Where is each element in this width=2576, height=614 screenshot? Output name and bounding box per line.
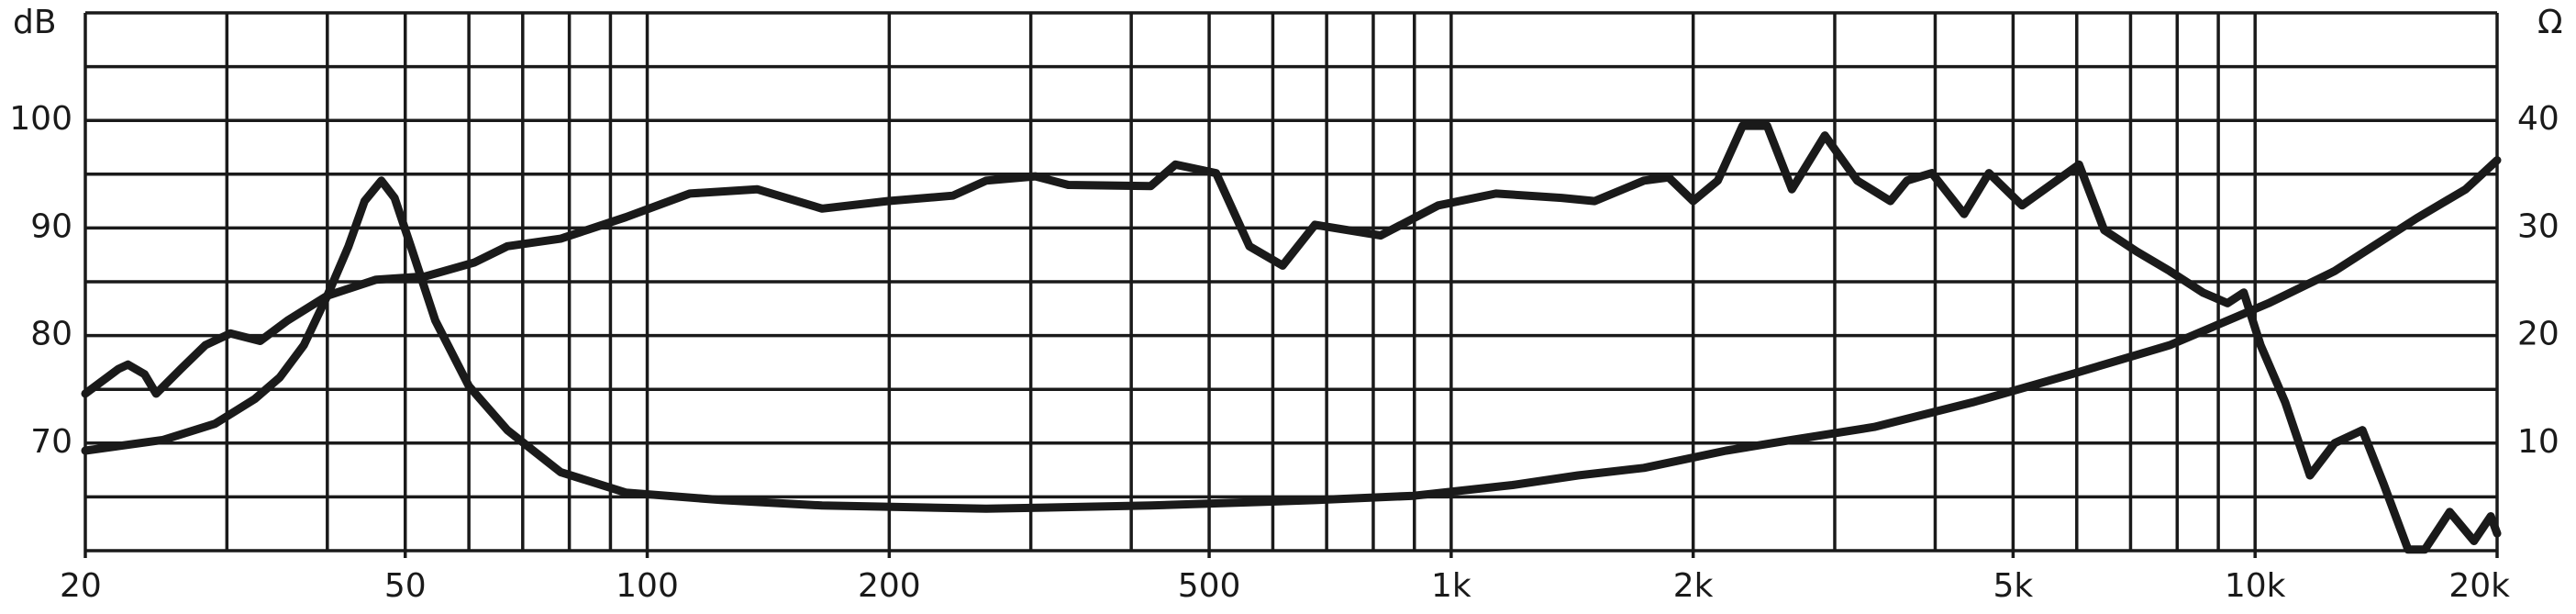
x-tick-label: 50 — [384, 567, 427, 605]
x-tick-label: 20 — [60, 567, 102, 605]
data-line — [81, 156, 2502, 513]
y2-tick-label: 40 — [2517, 100, 2559, 138]
x-tick-label: 1k — [1431, 567, 1471, 605]
y2-axis-label: Ω — [2537, 4, 2563, 41]
y-tick-label: 70 — [30, 423, 72, 461]
x-tick-label: 10k — [2225, 567, 2286, 605]
data-line — [81, 121, 2502, 554]
x-tick-label: 20k — [2448, 567, 2510, 605]
y-tick-label: 90 — [30, 207, 72, 245]
y-axis-label: dB — [13, 4, 57, 41]
y2-tick-label: 20 — [2517, 316, 2559, 353]
x-tick-label: 200 — [858, 567, 921, 605]
y-tick-label: 80 — [30, 316, 72, 353]
y-tick-label: 100 — [9, 100, 72, 138]
y2-tick-label: 30 — [2517, 207, 2559, 245]
x-tick-label: 500 — [1178, 567, 1241, 605]
x-tick-label: 100 — [616, 567, 679, 605]
x-tick-label: 2k — [1673, 567, 1714, 605]
x-tick-label: 5k — [1993, 567, 2034, 605]
y2-tick-label: 10 — [2517, 423, 2559, 461]
